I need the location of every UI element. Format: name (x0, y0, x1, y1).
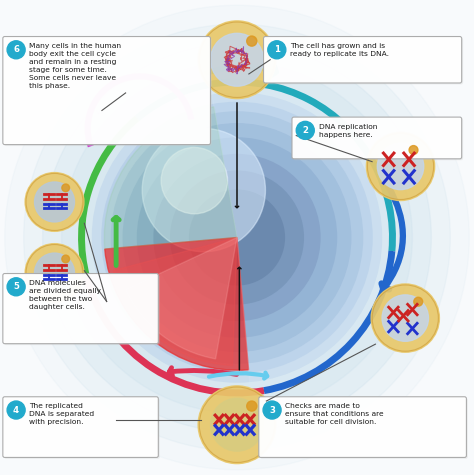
Circle shape (171, 171, 303, 304)
Wedge shape (105, 238, 248, 370)
Wedge shape (125, 238, 237, 359)
Circle shape (296, 122, 314, 139)
Circle shape (154, 154, 320, 321)
Circle shape (198, 21, 276, 99)
Circle shape (371, 284, 439, 352)
Text: 4: 4 (13, 406, 19, 415)
FancyBboxPatch shape (260, 398, 468, 459)
Circle shape (366, 132, 435, 200)
Circle shape (246, 401, 257, 411)
Circle shape (62, 255, 70, 263)
Circle shape (7, 278, 25, 296)
Circle shape (137, 138, 337, 337)
FancyBboxPatch shape (4, 398, 160, 459)
Text: 2: 2 (302, 126, 308, 135)
Text: 6: 6 (13, 45, 19, 54)
Circle shape (190, 190, 284, 285)
Circle shape (102, 103, 372, 372)
FancyBboxPatch shape (4, 38, 212, 146)
FancyBboxPatch shape (259, 397, 466, 457)
Circle shape (210, 399, 264, 451)
FancyBboxPatch shape (3, 397, 158, 457)
Circle shape (25, 244, 84, 303)
Circle shape (161, 147, 228, 214)
FancyBboxPatch shape (264, 37, 462, 83)
Circle shape (83, 84, 391, 391)
Text: 1: 1 (274, 45, 280, 54)
Wedge shape (210, 84, 391, 391)
Text: Checks are made to
ensure that conditions are
suitable for cell division.: Checks are made to ensure that condition… (285, 403, 384, 426)
Text: The replicated
DNA is separated
with precision.: The replicated DNA is separated with pre… (29, 403, 94, 426)
Circle shape (92, 93, 382, 382)
Text: DNA molecules
are divided equally
between the two
daughter cells.: DNA molecules are divided equally betwee… (29, 280, 101, 310)
Text: Many cells in the human
body exit the cell cycle
and remain in a resting
stage f: Many cells in the human body exit the ce… (29, 43, 121, 89)
Circle shape (377, 143, 424, 190)
Circle shape (111, 112, 363, 363)
Circle shape (409, 145, 418, 154)
Circle shape (123, 124, 351, 351)
Text: 3: 3 (269, 406, 275, 415)
Circle shape (62, 62, 412, 413)
Wedge shape (104, 107, 237, 249)
Wedge shape (113, 238, 237, 365)
Circle shape (246, 36, 257, 46)
FancyBboxPatch shape (4, 275, 160, 345)
FancyBboxPatch shape (3, 37, 210, 144)
Circle shape (414, 297, 423, 306)
Circle shape (198, 386, 276, 464)
Circle shape (263, 401, 281, 419)
Circle shape (35, 253, 74, 293)
Text: DNA replication
happens here.: DNA replication happens here. (319, 124, 377, 138)
Circle shape (62, 184, 70, 192)
Circle shape (382, 295, 428, 341)
Circle shape (210, 33, 264, 86)
Circle shape (35, 182, 74, 222)
FancyBboxPatch shape (265, 38, 463, 85)
Circle shape (43, 43, 431, 432)
Text: 5: 5 (13, 282, 19, 291)
Circle shape (25, 172, 84, 231)
Circle shape (142, 128, 265, 252)
Circle shape (24, 24, 450, 451)
FancyBboxPatch shape (292, 117, 462, 159)
Circle shape (7, 401, 25, 419)
Circle shape (5, 5, 469, 470)
Text: The cell has grown and is
ready to replicate its DNA.: The cell has grown and is ready to repli… (290, 43, 389, 57)
FancyBboxPatch shape (3, 274, 158, 344)
Circle shape (268, 41, 286, 59)
FancyBboxPatch shape (293, 119, 463, 160)
Circle shape (7, 41, 25, 59)
